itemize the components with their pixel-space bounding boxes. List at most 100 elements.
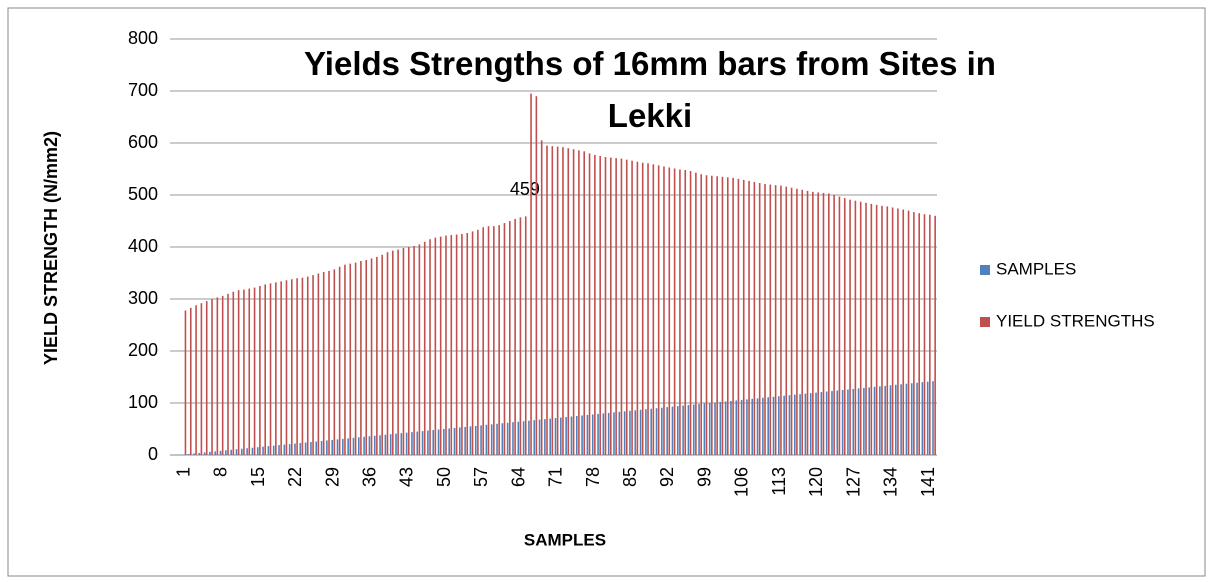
- x-tick-label: 36: [360, 467, 380, 487]
- bar: [290, 279, 293, 455]
- bar: [200, 303, 203, 455]
- bar: [301, 277, 304, 455]
- y-tick-label: 300: [128, 288, 158, 308]
- bar: [673, 168, 676, 456]
- bar: [368, 436, 371, 455]
- bar: [629, 410, 631, 455]
- bar: [349, 263, 352, 455]
- bar: [902, 209, 905, 455]
- x-tick-label: 29: [322, 467, 342, 487]
- x-tick-label: 8: [211, 467, 231, 477]
- bar: [815, 392, 817, 455]
- bar: [900, 384, 902, 455]
- bar: [806, 190, 809, 455]
- bar: [679, 169, 681, 455]
- bar: [508, 221, 511, 455]
- bar: [615, 158, 617, 455]
- bar: [405, 432, 408, 455]
- bar: [498, 225, 500, 455]
- bar: [625, 159, 628, 455]
- bar: [262, 446, 264, 455]
- bar: [905, 383, 908, 455]
- bar: [253, 287, 256, 455]
- bar: [443, 429, 445, 455]
- x-tick-label: 134: [881, 467, 901, 497]
- bar: [296, 278, 298, 455]
- bar: [280, 281, 282, 455]
- bar: [243, 289, 245, 455]
- y-tick-label: 800: [128, 28, 158, 48]
- bar: [780, 185, 782, 455]
- bar: [455, 234, 458, 455]
- x-tick-label: 57: [471, 467, 491, 487]
- bar: [312, 275, 314, 455]
- legend-swatch: [980, 265, 990, 275]
- bar: [198, 452, 201, 455]
- bar: [884, 385, 886, 455]
- bar: [833, 195, 835, 455]
- bar: [865, 202, 867, 455]
- x-tick-label: 99: [694, 467, 714, 487]
- bar: [195, 305, 197, 455]
- bar: [294, 443, 296, 455]
- bar: [317, 273, 320, 455]
- bar: [857, 388, 860, 455]
- bar: [251, 447, 254, 455]
- legend-swatch: [980, 317, 990, 327]
- bar: [772, 396, 775, 455]
- bar: [423, 241, 426, 455]
- bar: [663, 166, 665, 455]
- bar: [411, 432, 413, 455]
- bar: [854, 200, 857, 455]
- bar: [916, 382, 918, 455]
- bar: [689, 171, 692, 455]
- bar: [427, 430, 429, 455]
- bar: [272, 445, 275, 455]
- bar: [645, 409, 647, 455]
- legend-label: YIELD STRENGTHS: [996, 311, 1155, 330]
- bar: [379, 435, 381, 455]
- bar: [448, 428, 450, 455]
- bar: [264, 284, 267, 455]
- bar: [232, 291, 235, 455]
- bar: [708, 403, 711, 455]
- bar: [657, 165, 660, 456]
- bar: [732, 177, 734, 455]
- bar: [607, 412, 610, 455]
- bar: [402, 248, 405, 455]
- bar: [578, 150, 580, 455]
- bar: [205, 301, 208, 455]
- bar: [227, 293, 229, 455]
- bar: [682, 405, 684, 455]
- bar: [639, 409, 642, 455]
- bar: [219, 450, 222, 455]
- bar: [278, 445, 280, 455]
- bar: [189, 307, 192, 455]
- bar: [746, 399, 748, 455]
- bar: [560, 417, 562, 455]
- bar: [703, 403, 706, 455]
- bar: [211, 299, 213, 455]
- bar: [363, 436, 365, 455]
- bar: [721, 176, 724, 456]
- bar: [822, 192, 825, 456]
- x-tick-label: 141: [918, 467, 938, 497]
- bar: [333, 269, 336, 455]
- bar: [620, 158, 623, 455]
- bar: [641, 162, 644, 455]
- bar: [522, 421, 525, 455]
- bar: [817, 192, 819, 455]
- bar: [514, 218, 516, 455]
- bar: [801, 189, 804, 456]
- bar: [881, 205, 883, 455]
- x-tick-label: 85: [620, 467, 640, 487]
- bar: [230, 449, 232, 455]
- bar: [464, 426, 466, 455]
- bar: [310, 442, 312, 455]
- bar: [631, 160, 633, 455]
- bar: [480, 425, 482, 455]
- bar: [841, 390, 844, 455]
- bar: [328, 270, 330, 455]
- bar: [434, 237, 437, 455]
